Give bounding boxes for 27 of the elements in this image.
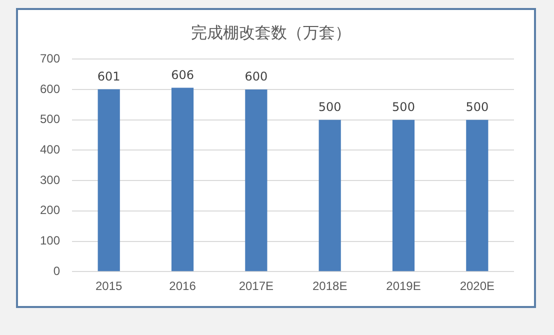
bar — [171, 88, 194, 272]
bar — [466, 120, 488, 272]
data-label: 500 — [466, 100, 489, 114]
data-label: 606 — [171, 68, 194, 82]
data-label: 500 — [392, 100, 415, 114]
bar — [318, 120, 341, 272]
y-tick-label: 400 — [40, 142, 60, 157]
x-tick-label: 2019E — [386, 279, 421, 294]
bar — [392, 120, 415, 272]
y-tick-label: 500 — [40, 112, 60, 126]
y-tick-label: 600 — [40, 82, 60, 96]
bar — [98, 89, 120, 272]
y-tick-label: 700 — [40, 52, 60, 66]
x-tick-label: 2017E — [238, 279, 274, 294]
x-tick-label: 2015 — [96, 279, 123, 294]
x-tick-label: 2016 — [169, 279, 196, 294]
data-label: 500 — [318, 100, 342, 114]
y-tick-label: 100 — [40, 234, 60, 248]
chart-title: 完成棚改套数（万套） — [191, 22, 351, 42]
data-label: 601 — [97, 69, 120, 84]
y-tick-label: 200 — [40, 203, 60, 218]
x-tick-label: 2020E — [460, 279, 495, 294]
y-tick-label: 0 — [53, 264, 60, 278]
data-label: 600 — [244, 70, 268, 84]
y-tick-label: 300 — [40, 172, 60, 187]
bar — [245, 90, 268, 272]
x-tick-label: 2018E — [312, 279, 348, 294]
